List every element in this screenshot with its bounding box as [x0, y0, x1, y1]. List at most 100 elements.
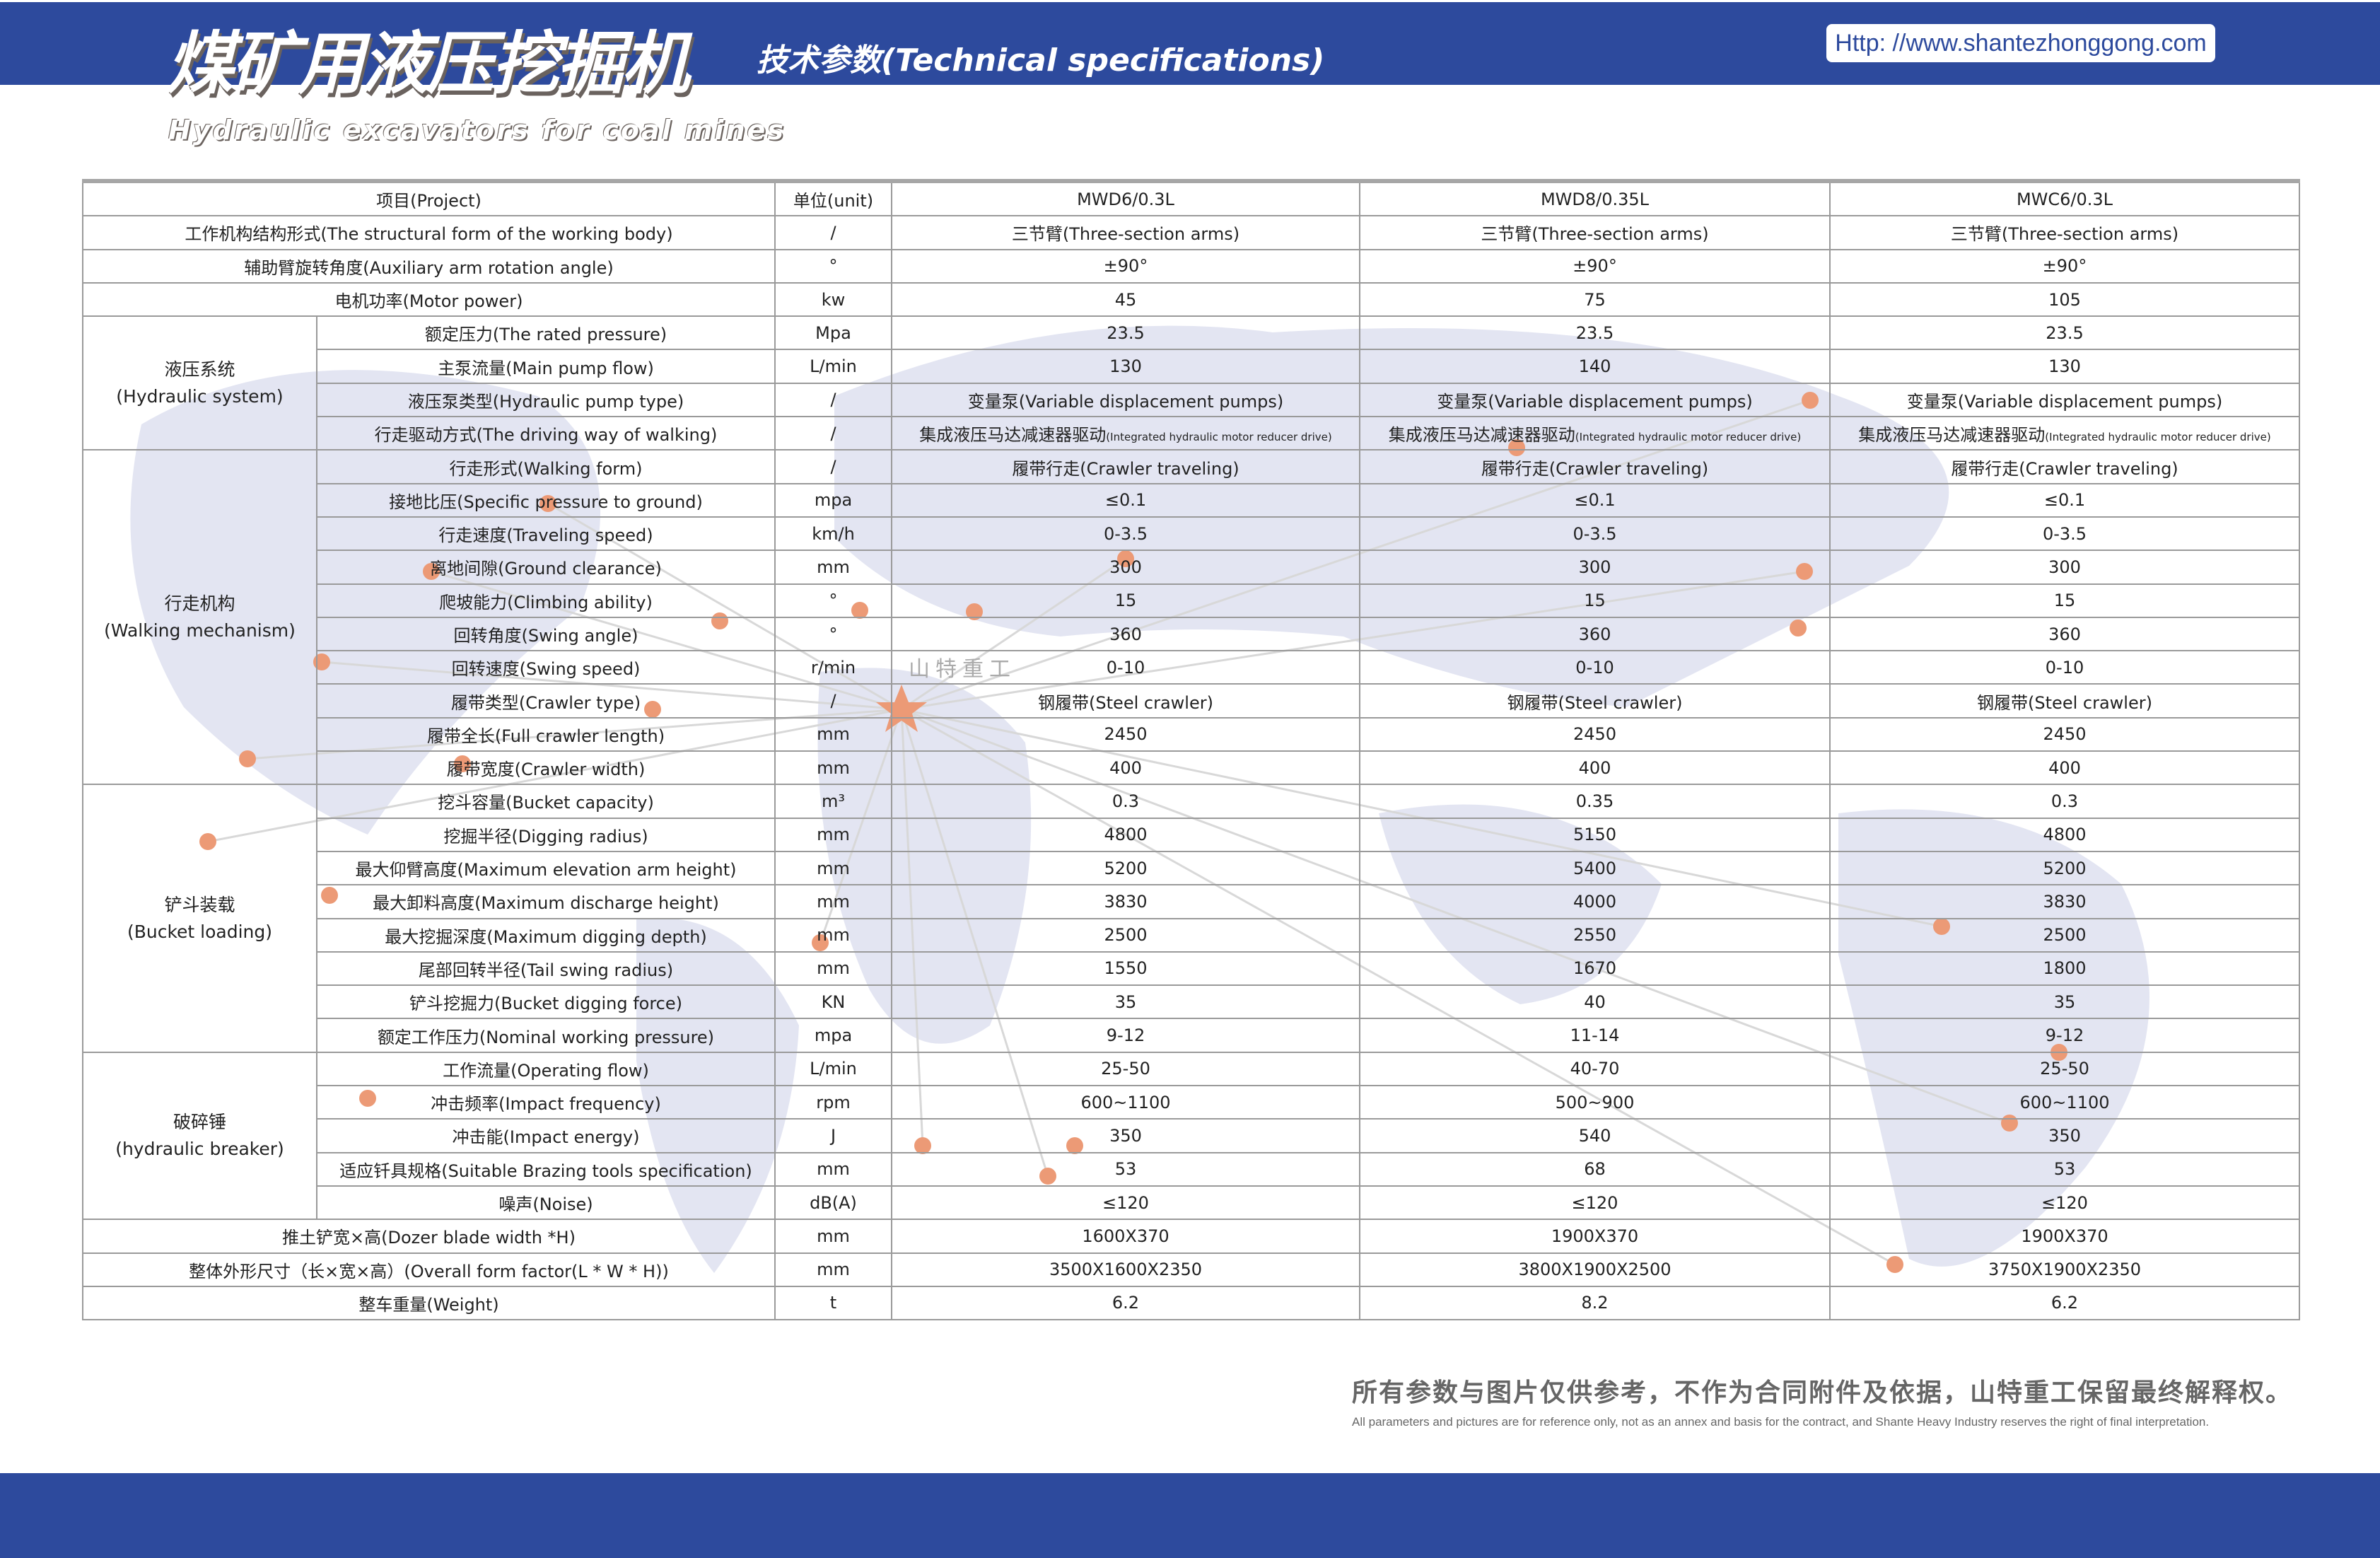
param-value: 1670	[1359, 951, 1831, 987]
table-row: 冲击频率(Impact frequency) rpm 600~1100 500~900…	[83, 1085, 2300, 1120]
param-value: 集成液压马达减速器驱动(Integrated hydraulic motor r…	[1829, 416, 2300, 451]
value-text: ≤120	[2041, 1192, 2088, 1213]
param-name: 行走形式(Walking form)	[316, 449, 776, 484]
value-text: 350	[1109, 1125, 1142, 1146]
value-text: ≤0.1	[1104, 490, 1147, 511]
value-text: 2450	[1573, 724, 1617, 745]
value-text: 3500X1600X2350	[1049, 1260, 1203, 1280]
param-name: 冲击能(Impact energy)	[316, 1118, 776, 1153]
value-text: 35	[2053, 992, 2076, 1012]
param-unit: mm	[774, 884, 892, 919]
param-value: ≤120	[891, 1185, 1360, 1221]
group-label: 液压系统 (Hydraulic system)	[82, 315, 317, 451]
value-text: ≤120	[1571, 1192, 1618, 1213]
param-value: 45	[891, 281, 1360, 318]
param-value: 1900X370	[1829, 1219, 2300, 1254]
param-value: 1550	[891, 951, 1360, 987]
page-title-en: Hydraulic excavators for coal mines	[168, 115, 786, 146]
value-text: 集成液压马达减速器驱动	[1388, 425, 1575, 446]
param-value: 11-14	[1359, 1018, 1831, 1053]
param-name: 电机功率(Motor power)	[82, 281, 776, 318]
table-row: 行走机构 (Walking mechanism) 行走形式(Walking form…	[82, 449, 2300, 786]
table-header-row: 项目(Project) 单位(unit) MWD6/0.3L MWD8/0.35L MW…	[82, 178, 2300, 217]
param-value: 600~1100	[1829, 1085, 2300, 1120]
value-text: 1900X370	[2021, 1226, 2108, 1246]
param-value: 3830	[1829, 884, 2300, 919]
table-row: 工作机构结构形式(The structural form of the work…	[82, 215, 2300, 250]
param-unit: mm	[774, 1252, 892, 1287]
param-unit: /	[774, 416, 892, 451]
table-row: 回转角度(Swing angle) ° 360 360 360	[83, 616, 2300, 652]
param-unit: mm	[774, 850, 892, 886]
param-name: 液压泵类型(Hydraulic pump type)	[316, 382, 776, 418]
param-value: 1900X370	[1359, 1219, 1831, 1254]
param-unit: m³	[774, 784, 892, 819]
value-text: 35	[1114, 992, 1137, 1012]
value-text: 2450	[1104, 724, 1148, 745]
group-label-line: 铲斗装载	[164, 894, 235, 915]
param-value: 1600X370	[891, 1219, 1360, 1254]
group-label: 行走机构 (Walking mechanism)	[82, 449, 317, 786]
param-value: 4800	[1829, 817, 2300, 852]
param-unit: /	[774, 683, 892, 719]
table-row: 挖掘半径(Digging radius) mm 4800 5150 4800	[83, 817, 2300, 852]
spec-table: 项目(Project) 单位(unit) MWD6/0.3L MWD8/0.35L MW…	[82, 178, 2300, 1321]
param-value: 300	[1359, 550, 1831, 585]
param-value: 0-10	[891, 650, 1360, 685]
param-value: 600~1100	[891, 1085, 1360, 1120]
param-unit: mm	[774, 1151, 892, 1187]
value-text: 23.5	[1107, 322, 1145, 343]
header-cell: MWD8/0.35L	[1359, 178, 1831, 217]
param-name: 履带宽度(Crawler width)	[316, 750, 776, 786]
value-text: 1900X370	[1551, 1226, 1639, 1246]
param-value: 130	[1829, 349, 2300, 384]
param-name: 离地间隙(Ground clearance)	[316, 550, 776, 585]
param-unit: mpa	[774, 1018, 892, 1053]
param-unit: Mpa	[774, 315, 892, 351]
param-name: 尾部回转半径(Tail swing radius)	[316, 951, 776, 987]
table-row: 履带全长(Full crawler length) mm 2450 2450 2450	[83, 716, 2300, 752]
param-value: 2550	[1359, 917, 1831, 953]
value-text: 集成液压马达减速器驱动	[919, 425, 1107, 446]
disclaimer-cn: 所有参数与图片仅供参考，不作为合同附件及依据，山特重工保留最终解释权。	[1352, 1378, 2293, 1407]
value-text: 3830	[2043, 891, 2087, 912]
website-url-link[interactable]: Http: //www.shantezhonggong.com	[1826, 24, 2215, 62]
table-row: 整车重量(Weight) t 6.2 8.2 6.2	[82, 1285, 2300, 1321]
table-row: 最大卸料高度(Maximum discharge height) mm 3830 40…	[83, 884, 2300, 919]
value-text: 0-3.5	[1103, 523, 1148, 544]
value-text: 400	[2048, 757, 2081, 778]
param-unit: KN	[774, 984, 892, 1020]
value-text: 15	[1114, 591, 1137, 611]
value-text: 集成液压马达减速器驱动	[1858, 425, 2046, 446]
param-name: 工作机构结构形式(The structural form of the work…	[82, 215, 776, 250]
group-label-line: (hydraulic breaker)	[115, 1138, 284, 1159]
table-row: 最大仰臂高度(Maximum elevation arm height) mm 52…	[83, 850, 2300, 886]
table-row: 主泵流量(Main pump flow) L/min 130 140 130	[83, 349, 2300, 384]
param-name: 铲斗挖掘力(Bucket digging force)	[316, 984, 776, 1020]
param-name: 最大卸料高度(Maximum discharge height)	[316, 884, 776, 919]
param-name: 行走驱动方式(The driving way of walking)	[316, 416, 776, 451]
value-text: 三节臂(Three-section arms)	[1481, 224, 1709, 245]
group-label: 铲斗装载 (Bucket loading)	[82, 784, 317, 1053]
param-value: 350	[891, 1118, 1360, 1153]
param-value: 3830	[891, 884, 1360, 919]
param-value: 0-10	[1829, 650, 2300, 685]
param-value: 360	[1829, 616, 2300, 652]
value-text: 1600X370	[1082, 1226, 1169, 1246]
param-unit: mpa	[774, 482, 892, 518]
param-value: ±90°	[891, 248, 1360, 284]
value-text: 1550	[1104, 958, 1148, 979]
table-row: 电机功率(Motor power) kw 45 75 105	[82, 281, 2300, 318]
value-text: 9-12	[2045, 1025, 2084, 1046]
table-row: 适应钎具规格(Suitable Brazing tools specificat…	[83, 1151, 2300, 1187]
param-value: 变量泵(Variable displacement pumps)	[1359, 382, 1831, 418]
param-name: 最大仰臂高度(Maximum elevation arm height)	[316, 850, 776, 886]
value-text: 360	[1109, 624, 1142, 644]
param-name: 爬坡能力(Climbing ability)	[316, 583, 776, 618]
param-name: 行走速度(Traveling speed)	[316, 516, 776, 552]
value-text: 0-10	[1106, 657, 1145, 678]
param-unit: /	[774, 449, 892, 484]
param-value: 0.35	[1359, 784, 1831, 819]
param-value: ≤0.1	[1359, 482, 1831, 518]
value-text: 履带行走(Crawler traveling)	[1012, 458, 1239, 479]
